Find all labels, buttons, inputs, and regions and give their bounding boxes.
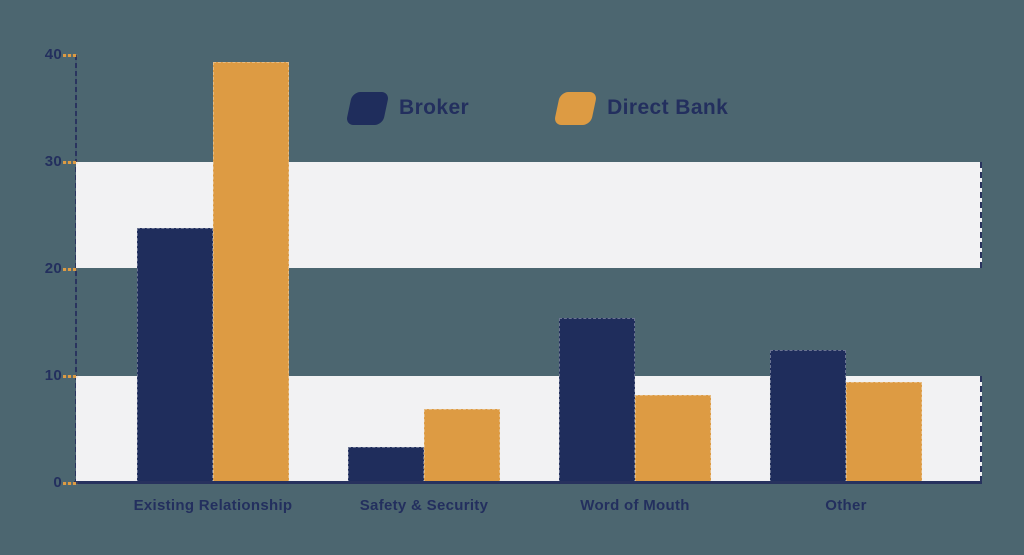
bar-direct-bank: [424, 409, 500, 483]
category-label: Word of Mouth: [580, 497, 690, 514]
y-tick-mark: [63, 482, 78, 485]
bar-broker: [770, 350, 846, 483]
x-axis-line: [74, 481, 982, 484]
bar-broker: [559, 318, 635, 483]
legend: Broker Direct Bank: [345, 90, 729, 126]
bar-broker: [348, 446, 424, 483]
category-label: Existing Relationship: [133, 497, 293, 514]
bar-direct-bank: [846, 382, 922, 483]
y-tick-label: 0: [53, 474, 62, 491]
y-tick-label: 30: [44, 153, 62, 170]
y-tick-mark: [63, 54, 78, 57]
legend-swatch-icon: [345, 91, 390, 125]
y-tick-label: 10: [44, 367, 62, 384]
legend-item-broker: Broker: [345, 91, 470, 125]
category-label: Safety & Security: [359, 497, 489, 514]
category-label: Other: [825, 497, 867, 514]
legend-label: Direct Bank: [607, 96, 729, 119]
y-tick-mark: [63, 375, 78, 378]
y-tick-mark: [63, 268, 78, 271]
bar-direct-bank: [635, 395, 711, 483]
legend-swatch-icon: [553, 91, 598, 125]
legend-label: Broker: [399, 96, 470, 119]
bar-direct-bank: [213, 62, 289, 483]
y-tick-mark: [63, 161, 78, 164]
bar-broker: [137, 228, 213, 483]
y-tick-label: 20: [44, 260, 62, 277]
legend-item-direct-bank: Direct Bank: [553, 91, 729, 125]
y-tick-label: 40: [44, 46, 62, 63]
